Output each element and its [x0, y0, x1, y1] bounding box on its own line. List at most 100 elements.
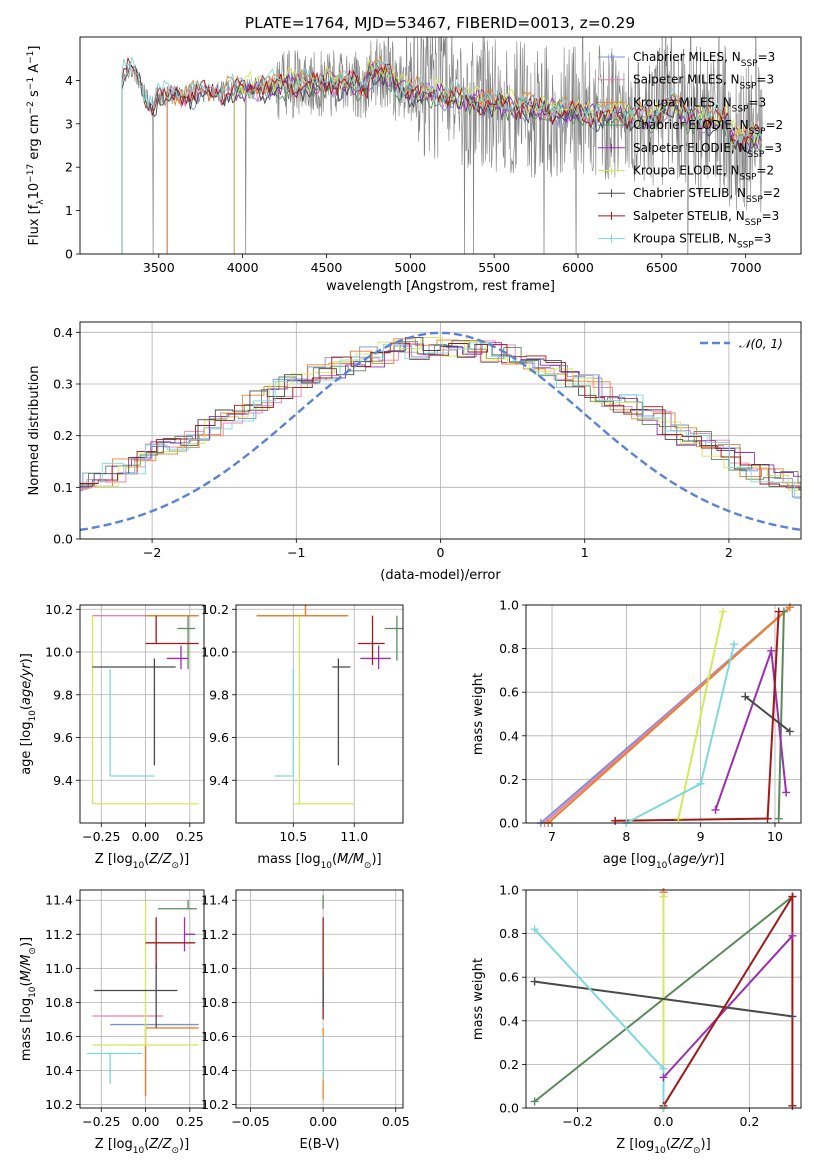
x-tick-label: 0.00 [309, 1114, 337, 1129]
y-tick-label: 10.2 [201, 602, 229, 617]
hist-salpeter-elodie [80, 342, 801, 487]
legend-entry-salpeter-miles: Salpeter MILES, NSSP=3 [633, 73, 774, 92]
y-axis-label: Flux [fλ10−17 erg cm−2 s−1 A−1] [26, 46, 46, 246]
x-tick-label: −0.25 [82, 1114, 120, 1129]
y-tick-label: 0.8 [499, 641, 519, 656]
weight-line-kroupa-elodie [677, 611, 724, 819]
y-tick-label: 10.2 [201, 1097, 229, 1112]
errorbar-kroupa-elodie [92, 900, 199, 1046]
x-tick-label: 0.25 [176, 1114, 204, 1129]
legend-entry-kroupa-elodie: Kroupa ELODIE, NSSP=2 [633, 164, 774, 183]
errorbar-chabrier-elodie [384, 615, 403, 661]
x-tick-label: 7000 [730, 260, 762, 275]
y-tick-label: 11.4 [45, 893, 73, 908]
axes-frame [525, 889, 802, 1109]
y-tick-label: 0.8 [499, 926, 519, 941]
x-tick-label: 2 [725, 545, 733, 560]
weight-marker [767, 646, 776, 655]
legend-entry-chabrier-elodie: Chabrier ELODIE, NSSP=2 [633, 118, 783, 137]
panel-age_vs_mass: 10.5 11.0 9.4 9.6 9.8 10.0 10.2 mass [log10(M/M… [201, 602, 404, 871]
errorbar-kroupa-elodie [91, 615, 199, 805]
x-tick-label: 0 [437, 545, 445, 560]
x-tick-label: −1 [287, 545, 305, 560]
y-tick-label: 0.1 [53, 480, 73, 495]
legend-entry-salpeter-elodie: Salpeter ELODIE, NSSP=3 [633, 141, 782, 160]
y-tick-label: 11.2 [45, 927, 73, 942]
weight-marker [788, 1012, 797, 1021]
axes-frame [79, 321, 802, 540]
hist-kroupa-miles [80, 338, 801, 489]
weight-marker [774, 814, 783, 823]
errorbar-kroupa-miles [144, 1027, 199, 1097]
y-tick-label: 10.2 [45, 602, 73, 617]
y-tick-label: 11.4 [201, 893, 229, 908]
y-tick-label: 1.0 [499, 883, 519, 898]
weight-line-salpeter-stelib [615, 611, 780, 822]
x-tick-label: 6500 [646, 260, 678, 275]
y-tick-label: 0.6 [499, 970, 519, 985]
y-axis-label: age [log10(age/yr)] [19, 653, 38, 775]
weight-line-chabrier-elodie [777, 611, 785, 819]
errorbar-kroupa-stelib [109, 669, 155, 777]
y-axis-label: mass weight [471, 958, 486, 1040]
x-axis-label: E(B-V) [299, 1137, 339, 1152]
legend-entry-kroupa-miles: Kroupa MILES, NSSP=3 [633, 95, 766, 114]
y-tick-label: 2 [65, 160, 73, 175]
y-tick-label: 0.6 [499, 685, 519, 700]
x-tick-label: 3500 [143, 260, 175, 275]
weight-marker [659, 1064, 668, 1073]
panel-weight_vs_Z: −0.2 0.0 0.2 0.0 0.2 0.4 0.6 0.8 1.0 Z [log10(Z/Z… [471, 883, 802, 1156]
weight-marker [659, 1073, 668, 1082]
y-tick-label: 0.2 [499, 1057, 519, 1072]
y-tick-label: 9.4 [209, 773, 229, 788]
axes-frame [235, 889, 404, 1109]
y-tick-label: 10.6 [201, 1029, 229, 1044]
figure-title: PLATE=1764, MJD=53467, FIBERID=0013, z=0… [245, 14, 635, 32]
weight-marker [730, 640, 739, 649]
y-tick-label: 9.8 [53, 687, 73, 702]
hist-chabrier-elodie [80, 340, 801, 489]
y-tick-label: 11.0 [45, 961, 73, 976]
errorbar-chabrier-elodie [177, 615, 196, 670]
y-tick-label: 0.0 [53, 532, 73, 547]
errorbar-salpeter-stelib [145, 917, 196, 969]
x-tick-label: 4000 [227, 260, 259, 275]
y-tick-label: 11.2 [201, 927, 229, 942]
y-tick-label: 10.6 [45, 1029, 73, 1044]
x-tick-label: 0.00 [132, 1114, 160, 1129]
hist-salpeter-miles [80, 340, 801, 490]
weight-marker [674, 814, 683, 823]
legend-entry-kroupa-stelib: Kroupa STELIB, NSSP=3 [633, 232, 771, 251]
panel-residuals: −2 −1 0 1 2 0.0 0.1 0.2 0.3 0.4 (data-model)/error… [27, 321, 802, 583]
x-tick-label: 0.0 [654, 1114, 674, 1129]
x-tick-label: 0.00 [132, 829, 160, 844]
weight-marker [785, 603, 794, 612]
x-tick-label: 5000 [394, 260, 426, 275]
errorbar-chabrier-stelib [332, 658, 351, 766]
axes-frame [235, 604, 404, 824]
panel-age_vs_Z: −0.25 0.00 0.25 9.4 9.6 9.8 10.0 10.2 Z [log10(Z… [19, 602, 205, 871]
y-tick-label: 4 [65, 73, 73, 88]
errorbar-kroupa-miles [256, 605, 349, 617]
y-tick-label: 11.0 [201, 961, 229, 976]
errorbar-salpeter-stelib [145, 615, 199, 645]
y-tick-label: 1.0 [499, 598, 519, 613]
panel-spectrum: 3500 4000 4500 5000 5500 6000 6500 7000 0 1 2 3 4 wav… [26, 36, 802, 294]
weight-line-chabrier-stelib [534, 980, 793, 1018]
weight-marker [530, 1097, 539, 1106]
errorbar-chabrier-miles [110, 1023, 199, 1097]
y-tick-label: 0.2 [499, 772, 519, 787]
y-tick-label: 10.4 [201, 1063, 229, 1078]
y-tick-label: 3 [65, 116, 73, 131]
y-tick-label: 0.2 [53, 428, 73, 443]
hist-kroupa-elodie [80, 337, 801, 492]
hist-chabrier-miles [80, 344, 801, 498]
axes-frame [79, 604, 205, 824]
hist-salpeter-stelib [80, 342, 801, 491]
hist-chabrier-stelib [80, 337, 801, 489]
axes-frame [525, 604, 802, 824]
x-tick-label: 5500 [478, 260, 510, 275]
y-tick-label: 0 [65, 247, 73, 262]
weight-marker [696, 779, 705, 788]
